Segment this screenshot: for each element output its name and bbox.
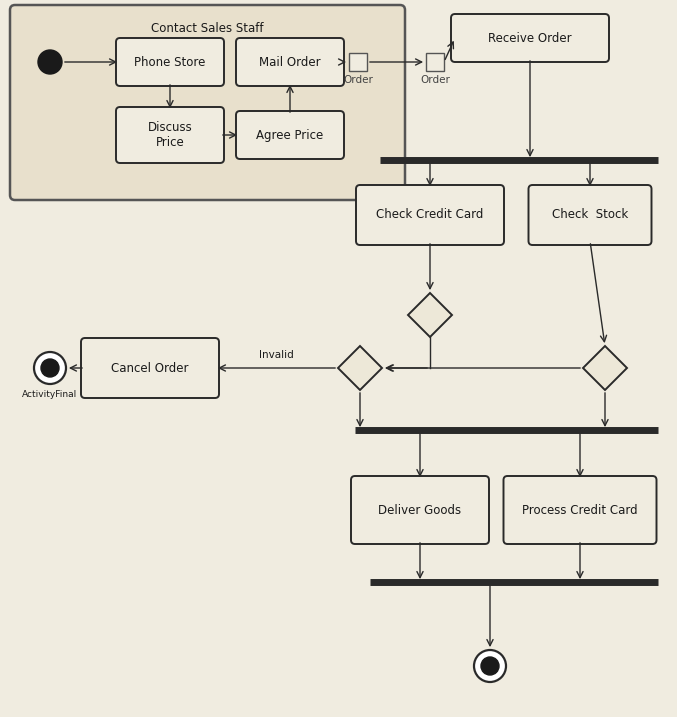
Bar — [426, 53, 444, 71]
Text: Receive Order: Receive Order — [488, 32, 572, 44]
Text: Process Credit Card: Process Credit Card — [522, 503, 638, 516]
FancyBboxPatch shape — [81, 338, 219, 398]
Text: Deliver Goods: Deliver Goods — [378, 503, 462, 516]
Text: Check Credit Card: Check Credit Card — [376, 209, 483, 222]
FancyBboxPatch shape — [236, 111, 344, 159]
FancyBboxPatch shape — [236, 38, 344, 86]
Text: Agree Price: Agree Price — [257, 128, 324, 141]
FancyBboxPatch shape — [451, 14, 609, 62]
Text: Mail Order: Mail Order — [259, 55, 321, 69]
FancyBboxPatch shape — [351, 476, 489, 544]
Circle shape — [481, 657, 499, 675]
Text: Invalid: Invalid — [259, 350, 294, 360]
Text: Check  Stock: Check Stock — [552, 209, 628, 222]
FancyBboxPatch shape — [504, 476, 657, 544]
Text: Cancel Order: Cancel Order — [111, 361, 189, 374]
Text: Order: Order — [343, 75, 373, 85]
Text: ActivityFinal: ActivityFinal — [22, 390, 78, 399]
Text: Phone Store: Phone Store — [134, 55, 206, 69]
Text: Contact Sales Staff: Contact Sales Staff — [151, 22, 264, 34]
Text: Discuss
Price: Discuss Price — [148, 121, 192, 149]
Polygon shape — [338, 346, 382, 390]
FancyBboxPatch shape — [10, 5, 405, 200]
Polygon shape — [583, 346, 627, 390]
Text: Order: Order — [420, 75, 450, 85]
Bar — [349, 53, 367, 71]
FancyBboxPatch shape — [356, 185, 504, 245]
FancyBboxPatch shape — [116, 107, 224, 163]
Circle shape — [41, 359, 59, 377]
Circle shape — [34, 352, 66, 384]
Circle shape — [38, 50, 62, 74]
Circle shape — [474, 650, 506, 682]
FancyBboxPatch shape — [116, 38, 224, 86]
Polygon shape — [408, 293, 452, 337]
FancyBboxPatch shape — [529, 185, 651, 245]
